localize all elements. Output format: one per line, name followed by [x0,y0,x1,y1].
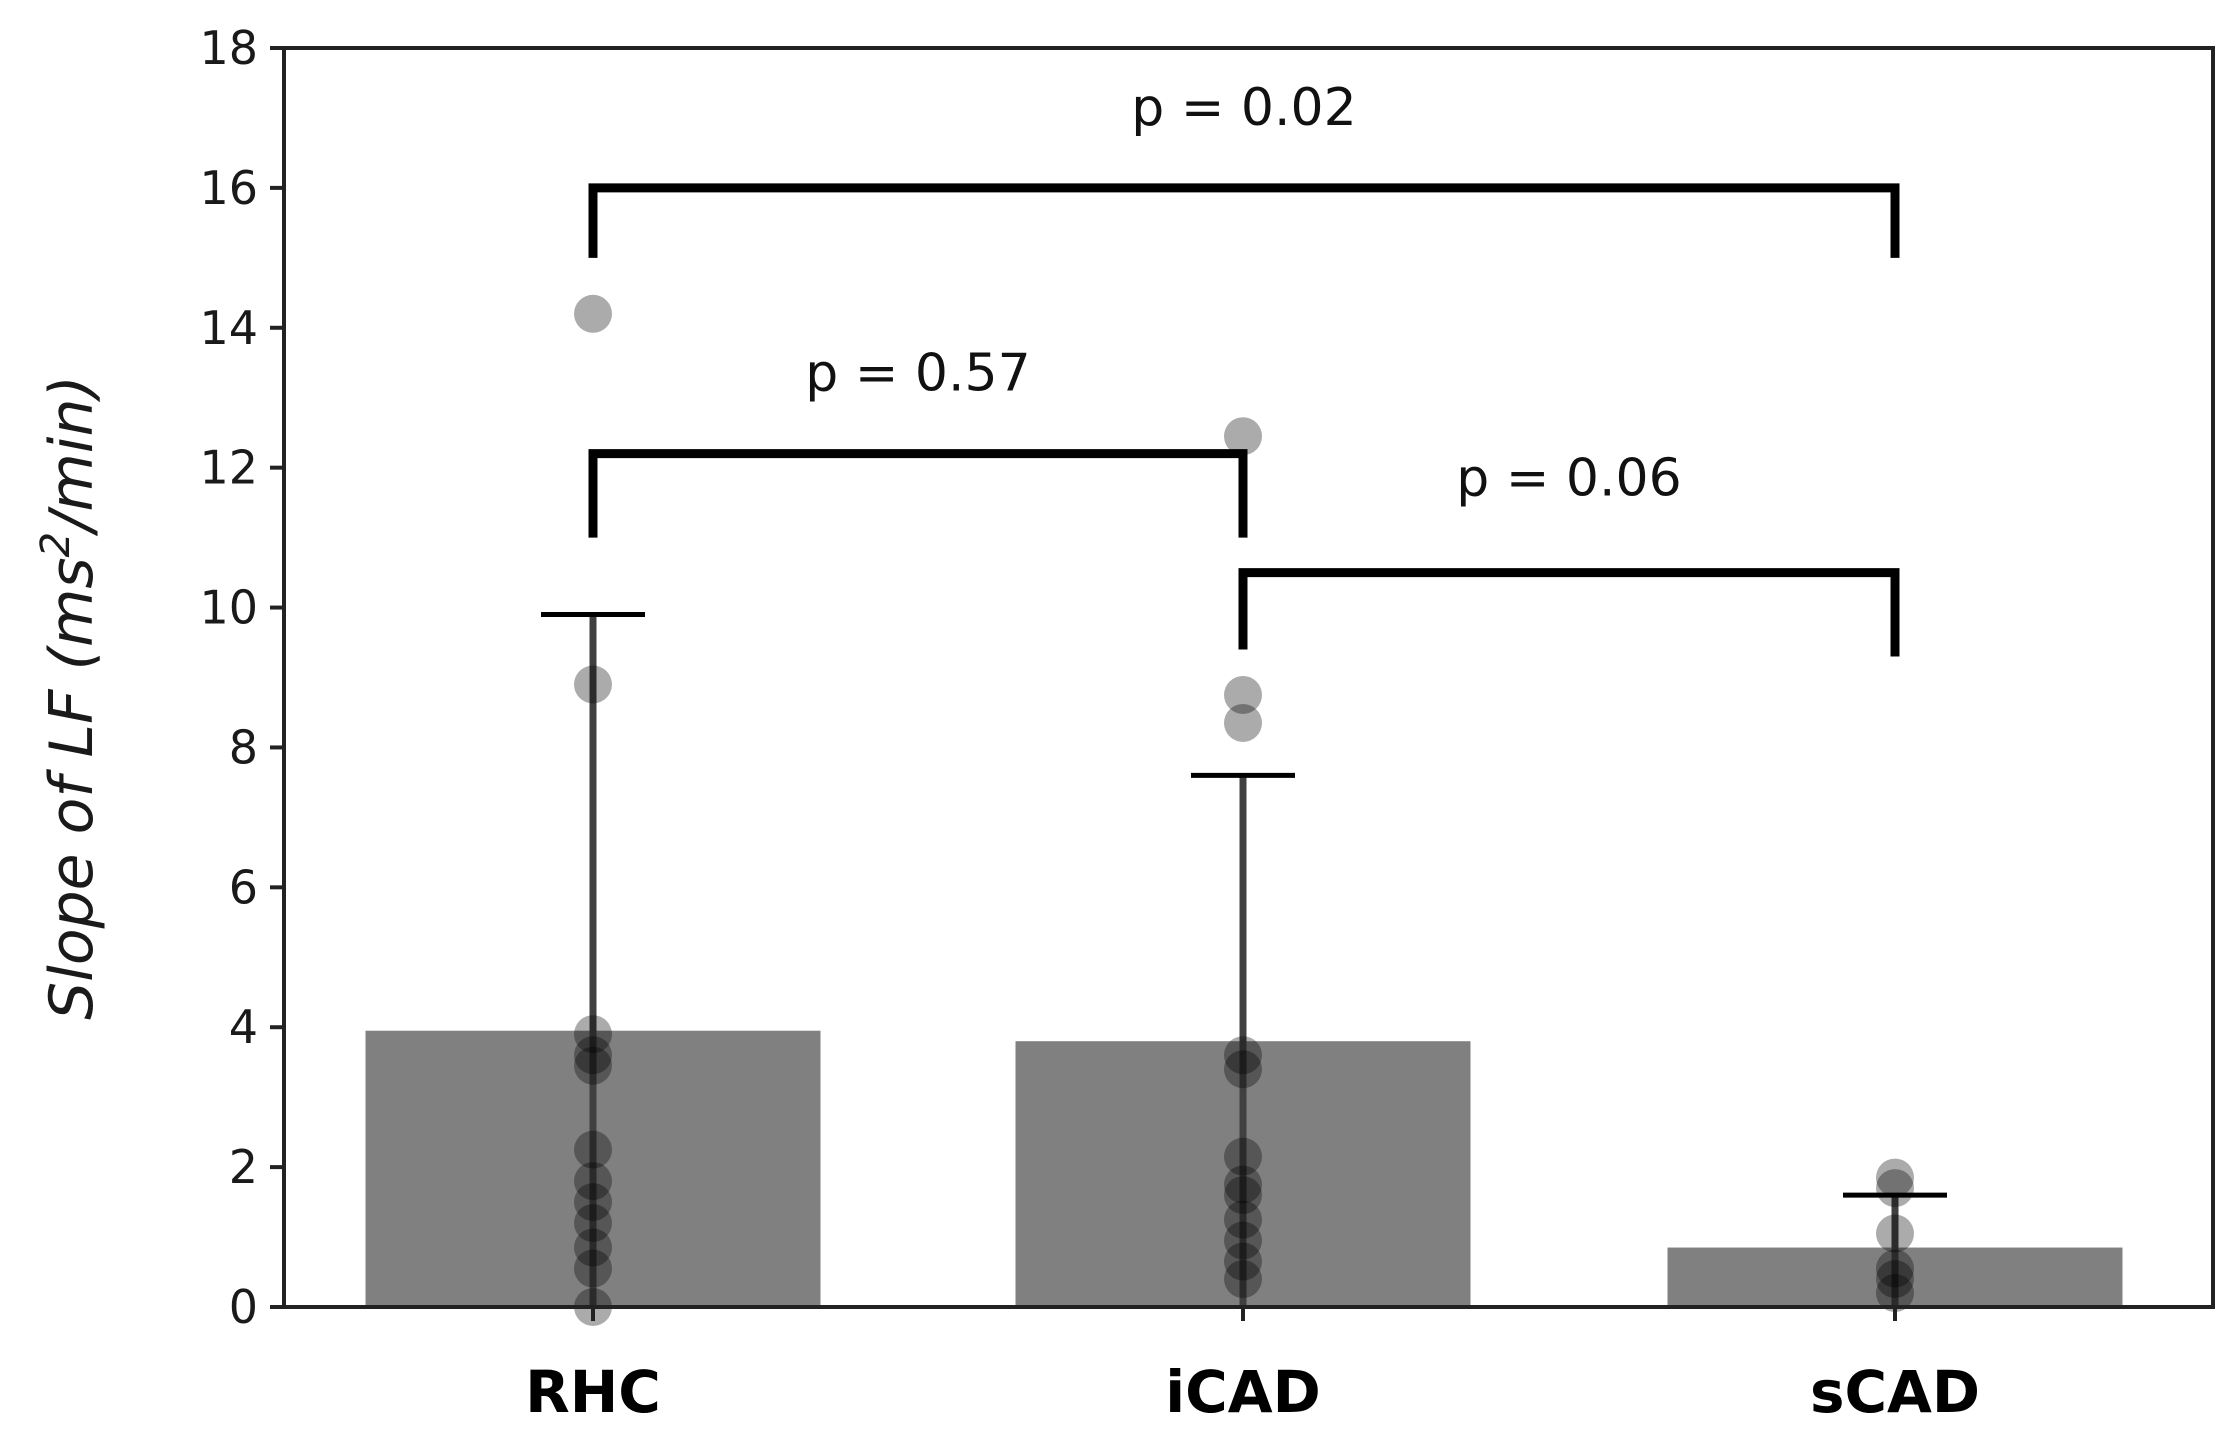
data-point-iCAD-3 [1224,1036,1262,1075]
y-tick-label-10: 10 [199,581,258,635]
data-point-RHC-4 [574,1046,612,1085]
y-tick-label-6: 6 [229,860,258,914]
data-point-sCAD-0 [1876,1158,1914,1197]
data-point-sCAD-4 [1876,1260,1914,1299]
y-axis-title-main: Slope of LF (ms [37,557,107,1020]
y-tick-label-8: 8 [229,720,258,774]
x-tick-label-iCAD: iCAD [1165,1358,1320,1426]
plot-frame [282,46,2215,1309]
data-point-iCAD-8 [1224,1200,1262,1239]
data-point-RHC-7 [574,1183,612,1222]
x-tick-label-RHC: RHC [525,1358,661,1426]
y-axis-title: Slope of LF (ms2/min) [33,375,107,1020]
significance-label-1: p = 0.57 [805,344,1030,404]
data-point-RHC-3 [574,1036,612,1075]
y-tick-label-14: 14 [199,301,258,355]
data-point-iCAD-7 [1224,1176,1262,1215]
error-bars-layer [541,612,1947,1307]
y-tick-label-18: 18 [199,21,258,75]
y-axis: 0 2 4 6 8 10 12 14 16 18 [199,21,284,1334]
y-axis-title-tail: /min) [37,375,107,537]
data-point-sCAD-3 [1876,1249,1914,1288]
significance-label-0: p = 0.02 [1131,78,1356,138]
significance-label-2: p = 0.06 [1456,449,1681,509]
data-point-iCAD-2 [1224,703,1262,742]
data-point-iCAD-10 [1224,1242,1262,1281]
data-point-RHC-9 [574,1228,612,1267]
x-axis: RHC iCAD sCAD [525,1307,1980,1426]
x-tick-label-sCAD: sCAD [1810,1358,1980,1426]
data-point-iCAD-4 [1224,1050,1262,1089]
y-tick-label-2: 2 [229,1140,258,1194]
y-tick-label-12: 12 [199,441,258,495]
y-axis-title-superscript: 2 [33,532,79,557]
data-point-iCAD-11 [1224,1260,1262,1299]
data-point-RHC-0 [574,294,612,333]
y-tick-label-0: 0 [229,1280,258,1334]
data-point-iCAD-9 [1224,1221,1262,1260]
data-point-iCAD-1 [1224,675,1262,714]
y-tick-label-16: 16 [199,161,258,215]
significance-bracket-0 [588,183,1900,258]
brackets-layer: p = 0.02 p = 0.57 p = 0.06 [588,78,1900,657]
data-point-iCAD-6 [1224,1165,1262,1204]
data-point-iCAD-5 [1224,1137,1262,1176]
data-point-RHC-1 [574,665,612,704]
y-tick-label-4: 4 [229,1000,258,1054]
data-point-RHC-5 [574,1130,612,1169]
significance-bracket-2 [1238,568,1900,657]
data-point-RHC-6 [574,1162,612,1201]
data-point-sCAD-5 [1876,1274,1914,1313]
data-point-sCAD-2 [1876,1214,1914,1253]
data-point-RHC-8 [574,1204,612,1243]
data-point-iCAD-0 [1224,417,1262,456]
significance-bracket-1 [588,449,1248,538]
data-point-RHC-10 [574,1249,612,1288]
data-point-RHC-2 [574,1015,612,1054]
data-point-sCAD-1 [1876,1169,1914,1208]
points-layer [574,294,1914,1326]
